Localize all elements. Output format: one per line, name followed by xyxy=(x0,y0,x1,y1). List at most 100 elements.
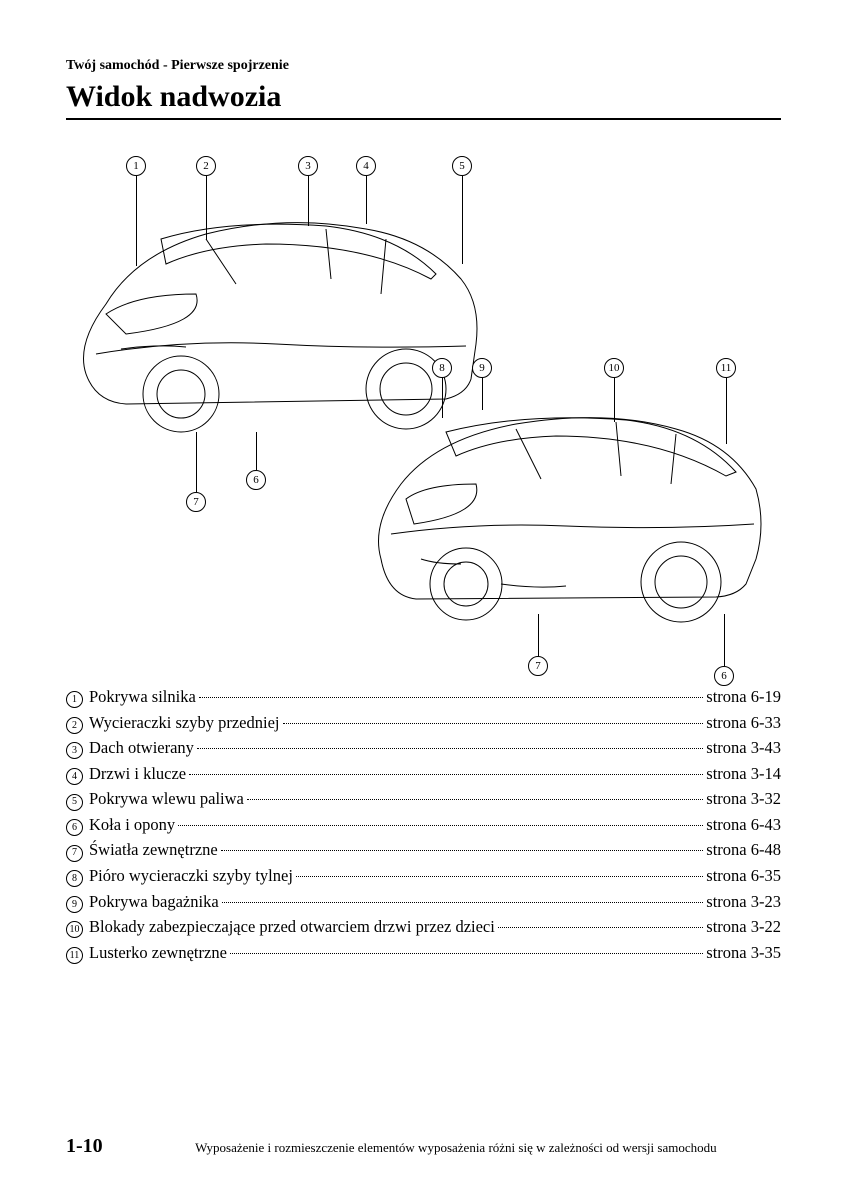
index-label: Pokrywa bagażnika xyxy=(89,889,219,915)
index-number-icon: 6 xyxy=(66,819,83,836)
index-label: Blokady zabezpieczające przed otwarciem … xyxy=(89,914,495,940)
index-item: 5 Pokrywa wlewu paliwa strona 3-32 xyxy=(66,786,781,812)
callout-8: 8 xyxy=(432,358,452,418)
callout-11: 11 xyxy=(716,358,736,444)
footer-note: Wyposażenie i rozmieszczenie elementów w… xyxy=(131,1140,781,1156)
callout-number-icon: 7 xyxy=(186,492,206,512)
callout-leader-line xyxy=(308,176,309,226)
index-item: 3 Dach otwierany strona 3-43 xyxy=(66,735,781,761)
index-page-ref: strona 3-22 xyxy=(706,914,781,940)
index-number-icon: 1 xyxy=(66,691,83,708)
callout-7: 7 xyxy=(528,614,548,676)
callout-leader-line xyxy=(136,176,137,266)
callout-number-icon: 10 xyxy=(604,358,624,378)
index-dot-leader xyxy=(296,876,703,877)
index-number-icon: 4 xyxy=(66,768,83,785)
callout-number-icon: 6 xyxy=(714,666,734,686)
title-rule xyxy=(66,118,781,120)
callout-number-icon: 3 xyxy=(298,156,318,176)
index-page-ref: strona 3-35 xyxy=(706,940,781,966)
page-title: Widok nadwozia xyxy=(66,80,781,114)
index-dot-leader xyxy=(247,799,703,800)
index-item: 7 Światła zewnętrzne strona 6-48 xyxy=(66,837,781,863)
index-page-ref: strona 3-32 xyxy=(706,786,781,812)
callout-leader-line xyxy=(196,432,197,492)
callout-4: 4 xyxy=(356,156,376,224)
callout-2: 2 xyxy=(196,156,216,240)
index-label: Pióro wycieraczki szyby tylnej xyxy=(89,863,293,889)
callout-leader-line xyxy=(442,378,443,418)
callout-9: 9 xyxy=(472,358,492,410)
callout-1: 1 xyxy=(126,156,146,266)
callout-3: 3 xyxy=(298,156,318,226)
index-item: 1 Pokrywa silnika strona 6-19 xyxy=(66,684,781,710)
index-label: Pokrywa wlewu paliwa xyxy=(89,786,244,812)
callout-number-icon: 1 xyxy=(126,156,146,176)
index-dot-leader xyxy=(197,748,703,749)
index-dot-leader xyxy=(189,774,703,775)
index-label: Wycieraczki szyby przedniej xyxy=(89,710,280,736)
index-item: 10 Blokady zabezpieczające przed otwarcie… xyxy=(66,914,781,940)
index-dot-leader xyxy=(178,825,703,826)
index-number-icon: 10 xyxy=(66,921,83,938)
callout-6: 6 xyxy=(246,432,266,490)
callout-leader-line xyxy=(206,176,207,240)
callout-7: 7 xyxy=(186,432,206,512)
index-item: 4 Drzwi i klucze strona 3-14 xyxy=(66,761,781,787)
index-label: Drzwi i klucze xyxy=(89,761,186,787)
callout-number-icon: 5 xyxy=(452,156,472,176)
index-label: Światła zewnętrzne xyxy=(89,837,218,863)
index-number-icon: 7 xyxy=(66,845,83,862)
exterior-diagram: 123456789101176 xyxy=(66,144,781,664)
index-dot-leader xyxy=(221,850,704,851)
callout-leader-line xyxy=(482,378,483,410)
callout-6: 6 xyxy=(714,614,734,686)
index-item: 8 Pióro wycieraczki szyby tylnej strona 6… xyxy=(66,863,781,889)
callout-leader-line xyxy=(538,614,539,656)
index-number-icon: 3 xyxy=(66,742,83,759)
index-label: Dach otwierany xyxy=(89,735,194,761)
callout-leader-line xyxy=(614,378,615,422)
page-footer: 1-10 Wyposażenie i rozmieszczenie elemen… xyxy=(66,1135,781,1158)
index-dot-leader xyxy=(498,927,703,928)
index-page-ref: strona 6-35 xyxy=(706,863,781,889)
index-page-ref: strona 6-48 xyxy=(706,837,781,863)
index-page-ref: strona 6-33 xyxy=(706,710,781,736)
callout-number-icon: 11 xyxy=(716,358,736,378)
index-item: 2 Wycieraczki szyby przedniej strona 6-33 xyxy=(66,710,781,736)
callout-leader-line xyxy=(726,378,727,444)
car-rear-svg xyxy=(366,384,766,634)
callout-5: 5 xyxy=(452,156,472,264)
callout-10: 10 xyxy=(604,358,624,422)
index-dot-leader xyxy=(230,953,703,954)
callout-leader-line xyxy=(462,176,463,264)
index-dot-leader xyxy=(222,902,704,903)
page-number: 1-10 xyxy=(66,1135,103,1158)
index-number-icon: 2 xyxy=(66,717,83,734)
index-label: Koła i opony xyxy=(89,812,175,838)
index-dot-leader xyxy=(199,697,704,698)
index-page-ref: strona 6-43 xyxy=(706,812,781,838)
callout-leader-line xyxy=(256,432,257,470)
index-page-ref: strona 3-14 xyxy=(706,761,781,787)
index-item: 11 Lusterko zewnętrzne strona 3-35 xyxy=(66,940,781,966)
index-item: 6 Koła i opony strona 6-43 xyxy=(66,812,781,838)
index-number-icon: 8 xyxy=(66,870,83,887)
index-list: 1 Pokrywa silnika strona 6-19 2 Wycieraczki… xyxy=(66,684,781,965)
index-number-icon: 9 xyxy=(66,896,83,913)
breadcrumb: Twój samochód - Pierwsze spojrzenie xyxy=(66,58,781,74)
index-item: 9 Pokrywa bagażnika strona 3-23 xyxy=(66,889,781,915)
callout-number-icon: 8 xyxy=(432,358,452,378)
index-page-ref: strona 6-19 xyxy=(706,684,781,710)
callout-leader-line xyxy=(724,614,725,666)
callout-number-icon: 7 xyxy=(528,656,548,676)
index-number-icon: 5 xyxy=(66,794,83,811)
callout-number-icon: 6 xyxy=(246,470,266,490)
callout-leader-line xyxy=(366,176,367,224)
index-number-icon: 11 xyxy=(66,947,83,964)
index-label: Lusterko zewnętrzne xyxy=(89,940,227,966)
index-label: Pokrywa silnika xyxy=(89,684,196,710)
callout-number-icon: 2 xyxy=(196,156,216,176)
index-page-ref: strona 3-23 xyxy=(706,889,781,915)
index-page-ref: strona 3-43 xyxy=(706,735,781,761)
